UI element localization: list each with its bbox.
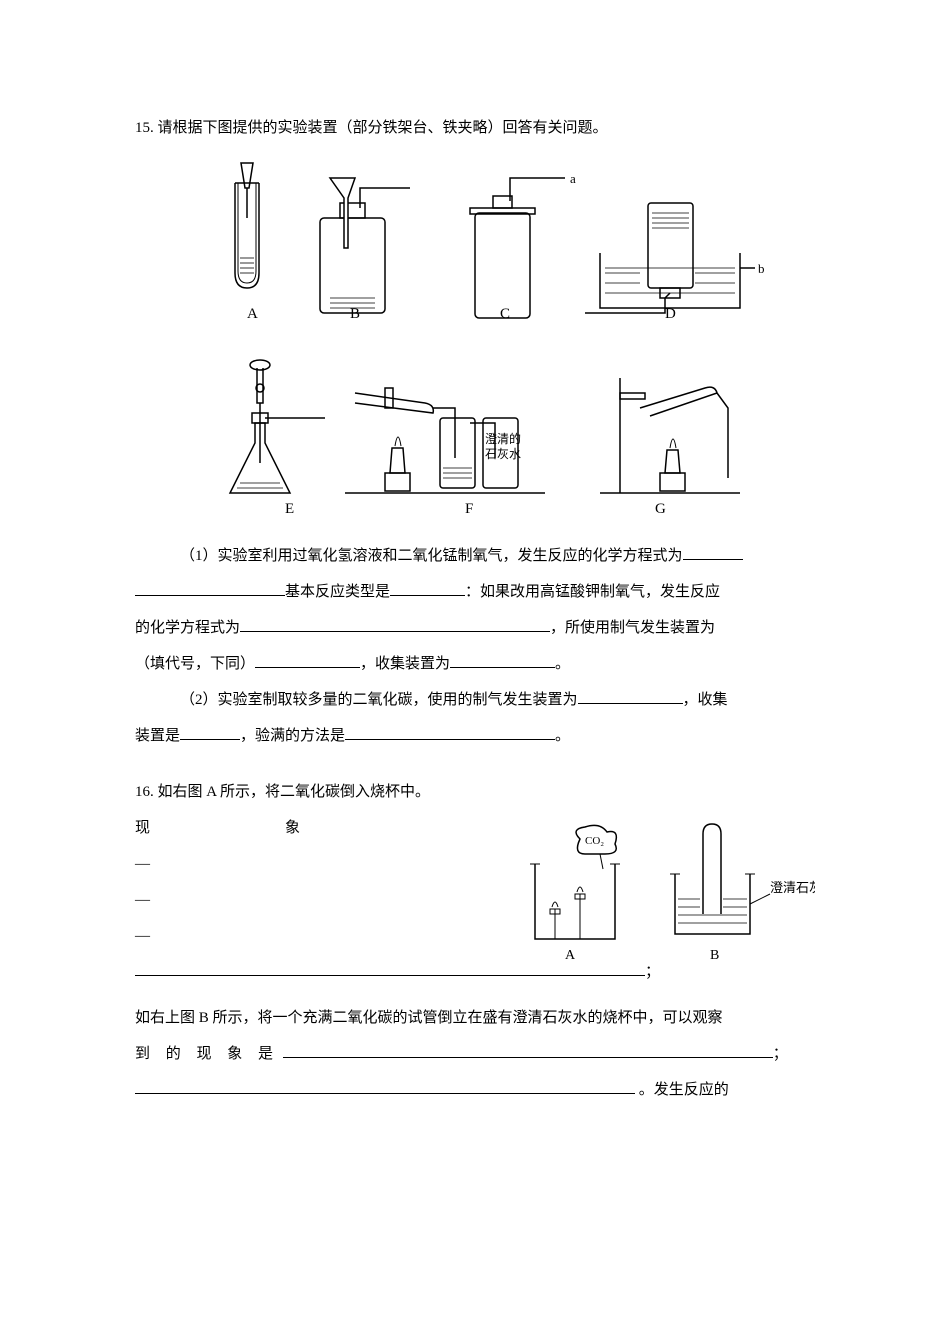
q15-p1-l2b: ：如果改用高锰酸钾制氧气，发生反应 [465,584,720,600]
label-A: A [247,306,258,322]
blank [283,1043,773,1058]
q15-p1-l4c: 。 [555,656,570,672]
label-D: D [665,306,676,322]
q15-number: 15. [135,120,154,136]
q15-p1-l3b: ，所使用制气发生装置为 [550,620,715,636]
q15-prompt: 15. 请根据下图提供的实验装置（部分铁架台、铁夹略）回答有关问题。 [135,110,815,146]
semicolon: ； [645,964,660,980]
q16-prompt-text: 如右图 A 所示，将二氧化碳倒入烧杯中。 [158,784,431,800]
blank [255,653,360,668]
blank [450,653,555,668]
q16-observation: 现象 — — — [135,810,815,954]
q16-line2: 如右上图 B 所示，将一个充满二氧化碳的试管倒立在盛有澄清石灰水的烧杯中，可以观… [135,1000,815,1036]
blank [135,581,285,596]
label-G: G [655,501,666,517]
label-C: C [500,306,510,322]
svg-text:b: b [758,261,765,276]
xian: 现 [135,810,285,846]
q15-p1-l1-text: （1）实验室利用过氧化氢溶液和二氧化锰制氧气，发生反应的化学方程式为 [180,548,683,564]
diagram-row-2: 澄清的 石灰水 E F [135,348,815,518]
q15-part1-line3: 的化学方程式为 ，所使用制气发生装置为 [135,610,815,646]
q16-number: 16. [135,784,154,800]
svg-text:澄清的: 澄清的 [485,431,521,446]
q16-line3: 到 的 现 象 是 ； [135,1036,815,1072]
blank [578,689,683,704]
q15-p2-l2a: 装置是 [135,728,180,744]
q15-part1-line4: （填代号，下同） ，收集装置为 。 [135,646,815,682]
xian-xiang-label: 现象 [135,810,815,846]
q15-p2-l1b: ，收集 [683,692,728,708]
apparatus-row1-svg: a [175,158,775,328]
question-15: 15. 请根据下图提供的实验装置（部分铁架台、铁夹略）回答有关问题。 [135,110,815,754]
label-E: E [285,501,294,517]
q15-part1-line2: 基本反应类型是 ：如果改用高锰酸钾制氧气，发生反应 [135,574,815,610]
q15-p1-l3a: 的化学方程式为 [135,620,240,636]
q16-line4: 。发生反应的 [135,1072,815,1108]
blank [683,545,743,560]
q15-p1-l4b: ，收集装置为 [360,656,450,672]
xiang: 象 [285,820,300,836]
q15-p1-l4a: （填代号，下同） [135,656,255,672]
semicolon2: ； [773,1046,788,1062]
q16-l2a: 如右上图 B 所示，将一个充满二氧化碳的试管倒立在盛有澄清石灰水的烧杯中，可以观… [135,1010,723,1026]
dash-1: — [135,846,815,882]
q16-l4: 。发生反应的 [639,1082,729,1098]
q15-p1-l2a: 基本反应类型是 [285,584,390,600]
blank [240,617,550,632]
q15-part1-line1: （1）实验室利用过氧化氢溶液和二氧化锰制氧气，发生反应的化学方程式为 [135,538,815,574]
q16-prompt: 16. 如右图 A 所示，将二氧化碳倒入烧杯中。 [135,774,815,810]
q15-p2-l1a: （2）实验室制取较多量的二氧化碳，使用的制气发生装置为 [180,692,578,708]
q15-part2-line1: （2）实验室制取较多量的二氧化碳，使用的制气发生装置为 ，收集 [135,682,815,718]
q15-p2-l2b: ，验满的方法是 [240,728,345,744]
blank [345,725,555,740]
diagram-row-1: a [135,158,815,328]
blank [390,581,465,596]
q15-p2-l2c: 。 [555,728,570,744]
label-F: F [465,501,473,517]
q15-prompt-text: 请根据下图提供的实验装置（部分铁架台、铁夹略）回答有关问题。 [158,120,608,136]
svg-text:a: a [570,171,576,186]
q15-part2-line2: 装置是 ，验满的方法是 。 [135,718,815,754]
apparatus-row2-svg: 澄清的 石灰水 E F [185,348,765,518]
dash-3: — [135,918,815,954]
question-16: 16. 如右图 A 所示，将二氧化碳倒入烧杯中。 [135,774,815,1108]
blank [180,725,240,740]
label-B: B [350,306,360,322]
q16-l3a: 到 的 现 象 是 [135,1046,279,1062]
svg-text:石灰水: 石灰水 [485,447,521,461]
dash-2: — [135,882,815,918]
blank [135,1079,635,1094]
